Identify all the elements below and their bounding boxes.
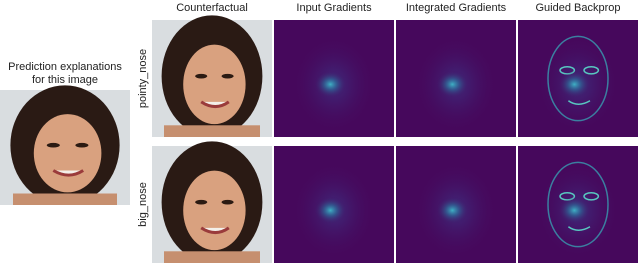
column-header: Input Gradients xyxy=(296,2,372,14)
saliency-map xyxy=(518,146,638,263)
saliency-map xyxy=(274,20,394,137)
face-outline xyxy=(547,35,609,122)
eye xyxy=(221,73,234,79)
saliency-map xyxy=(518,20,638,137)
face-outline xyxy=(547,161,609,248)
caption-line: for this image xyxy=(32,74,98,86)
row-label: big_nose xyxy=(137,182,149,227)
nose-blob xyxy=(313,196,348,225)
mouth xyxy=(52,169,85,177)
mouth xyxy=(200,100,230,109)
eye xyxy=(195,199,208,205)
saliency-map xyxy=(396,20,516,137)
row-label: pointy_nose xyxy=(137,49,149,108)
nose-blob xyxy=(435,196,470,225)
nose-blob xyxy=(557,70,592,99)
column-header: Counterfactual xyxy=(176,2,248,14)
eye xyxy=(75,142,89,148)
images xyxy=(0,15,638,263)
face xyxy=(183,170,246,251)
shoulder xyxy=(164,251,260,263)
face xyxy=(33,114,102,193)
shoulder xyxy=(164,125,260,137)
eye xyxy=(46,142,60,148)
saliency-map xyxy=(274,146,394,263)
eye xyxy=(195,73,208,79)
eye xyxy=(221,199,234,205)
face xyxy=(183,44,246,125)
column-header: Integrated Gradients xyxy=(406,2,507,14)
mouth xyxy=(200,226,230,235)
nose-blob xyxy=(313,70,348,99)
eye-edge xyxy=(583,192,600,201)
saliency-map xyxy=(396,146,516,263)
eye-edge xyxy=(583,66,600,75)
face-image xyxy=(152,15,272,137)
nose-blob xyxy=(557,196,592,225)
column-header: Guided Backprop xyxy=(536,2,621,14)
nose-blob xyxy=(435,70,470,99)
mouth-edge xyxy=(567,100,591,105)
caption-line: Prediction explanations xyxy=(8,61,122,73)
shoulder xyxy=(13,193,117,205)
face-image xyxy=(152,141,272,263)
mouth-edge xyxy=(567,226,591,231)
face-image xyxy=(0,85,130,205)
